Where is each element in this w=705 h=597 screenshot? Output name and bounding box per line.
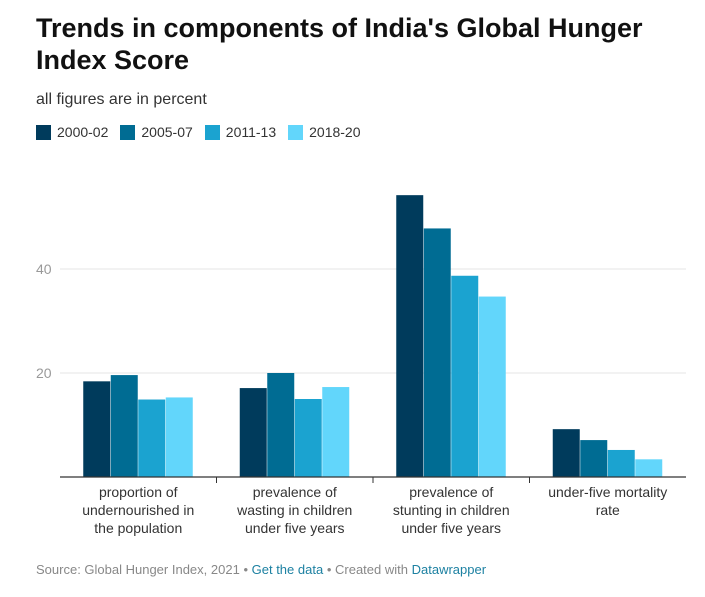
x-category-label-line: wasting in children — [236, 502, 352, 518]
source-text: Source: Global Hunger Index, 2021 — [36, 562, 240, 577]
footer-separator-2: • — [326, 562, 332, 577]
x-category-label-3: prevalence of stunting in children under f… — [393, 484, 510, 536]
legend-item-2018-20: 2018-20 — [288, 124, 361, 140]
bar-2018-20-cat1 — [165, 397, 193, 477]
x-category-label-line: prevalence of — [409, 484, 493, 500]
bar-2000-02-cat1 — [83, 381, 111, 477]
x-category-label-line: under five years — [245, 520, 345, 536]
bar-2005-07-cat4 — [580, 440, 608, 477]
bar-2018-20-cat3 — [478, 296, 506, 477]
x-category-label-line: under five years — [401, 520, 501, 536]
bar-2011-13-cat2 — [294, 399, 322, 477]
bar-2011-13-cat1 — [138, 399, 166, 477]
bar-2005-07-cat1 — [110, 375, 138, 477]
legend-swatch-2018-20 — [288, 124, 304, 140]
legend-label-2005-07: 2005-07 — [141, 124, 193, 140]
legend-label-2011-13: 2011-13 — [225, 124, 277, 140]
legend: 2000-02 2005-07 2011-13 2018-20 — [36, 124, 373, 140]
legend-swatch-2000-02 — [36, 124, 51, 140]
x-category-label-2: prevalence of wasting in children under fi… — [236, 484, 352, 536]
legend-swatch-2005-07 — [120, 124, 136, 140]
y-tick-label-40: 40 — [36, 261, 52, 277]
bar-2011-13-cat3 — [451, 275, 479, 477]
x-category-label-line: prevalence of — [253, 484, 337, 500]
footer: Source: Global Hunger Index, 2021 • Get … — [36, 562, 486, 577]
footer-separator: • — [243, 562, 248, 577]
bar-2000-02-cat3 — [396, 195, 424, 477]
legend-swatch-2011-13 — [204, 124, 220, 140]
legend-label-2000-02: 2000-02 — [57, 124, 109, 140]
legend-item-2005-07: 2005-07 — [120, 124, 193, 140]
y-tick-label-20: 20 — [36, 365, 52, 381]
chart-subtitle: all figures are in percent — [36, 91, 207, 108]
bar-2018-20-cat2 — [322, 387, 350, 477]
x-category-label-line: stunting in children — [393, 502, 510, 518]
x-category-label-line: proportion of — [99, 484, 178, 500]
x-category-label-line: under-five mortality — [548, 484, 667, 500]
legend-label-2018-20: 2018-20 — [309, 124, 361, 140]
bar-2000-02-cat4 — [552, 429, 580, 477]
bar-2000-02-cat2 — [239, 388, 267, 477]
x-category-label-1: proportion of undernourished in the popula… — [82, 484, 194, 536]
datawrapper-link[interactable]: Datawrapper — [411, 562, 487, 577]
bar-chart: 20 40 proportion of undernourished in the po… — [36, 195, 686, 536]
legend-item-2000-02: 2000-02 — [36, 124, 108, 140]
bar-2005-07-cat3 — [423, 228, 451, 477]
get-the-data-link[interactable]: Get the data — [251, 562, 324, 577]
x-category-label-line: the population — [94, 520, 182, 536]
x-category-label-4: under-five mortality rate — [548, 484, 667, 518]
legend-item-2011-13: 2011-13 — [204, 124, 277, 140]
x-category-label-line: rate — [596, 502, 620, 518]
bar-2005-07-cat2 — [267, 373, 295, 477]
x-category-label-line: undernourished in — [82, 502, 194, 518]
bar-2018-20-cat4 — [635, 459, 663, 477]
chart-title: Trends in components of India's Global H… — [36, 13, 643, 75]
created-with-text: Created with — [335, 562, 408, 577]
bar-2011-13-cat4 — [607, 449, 635, 477]
